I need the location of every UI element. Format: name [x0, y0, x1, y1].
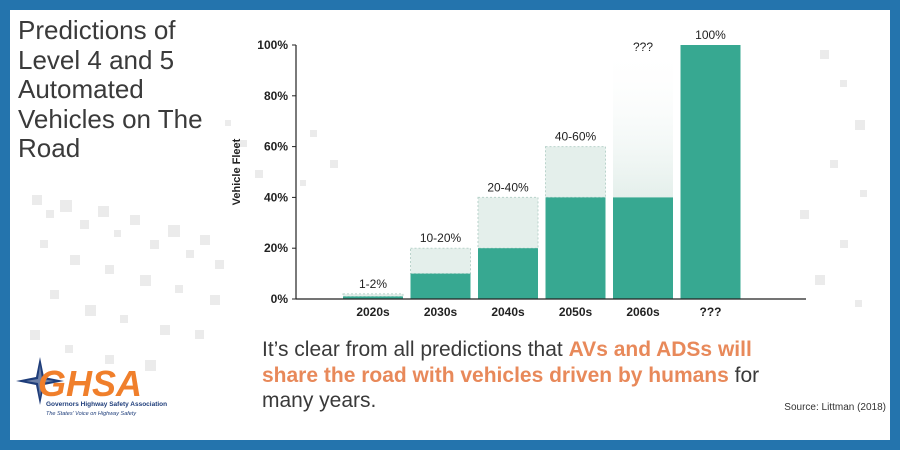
y-tick-label: 60%: [264, 140, 288, 154]
source-note: Source: Littman (2018): [784, 402, 886, 413]
data-label-2050s: 40-60%: [555, 130, 597, 144]
x-tick-label-2050s: 2050s: [559, 305, 593, 319]
logo-text: GHSA: [38, 363, 143, 404]
data-label-2030s: 10-20%: [420, 231, 462, 245]
bar-solid-2030s: [410, 273, 471, 299]
bar-range-2050s: [545, 146, 606, 198]
x-tick-label-???: ???: [700, 305, 722, 319]
data-label-???: 100%: [695, 28, 726, 42]
bar-solid-2060s: [613, 197, 673, 299]
message-part-1: It’s clear from all predictions that: [262, 338, 569, 361]
y-axis-label: Vehicle Fleet: [231, 138, 243, 205]
bar-range-2020s: [342, 293, 404, 297]
data-label-2060s: ???: [633, 40, 653, 54]
bar-range-2040s: [477, 196, 539, 249]
chart-title: Predictions of Level 4 and 5 Automated V…: [18, 15, 203, 163]
logo-tagline: The States' Voice on Highway Safety: [46, 411, 137, 417]
bar-solid-2050s: [545, 197, 606, 299]
bar-range-2030s: [410, 247, 471, 275]
bar-solid-2020s: [343, 296, 403, 299]
y-tick-label: 0%: [271, 292, 289, 306]
message-highlight: AVs and ADSs will share the road with ve…: [262, 338, 752, 387]
bar-solid-???: [680, 45, 741, 299]
message-part-2: for many years.: [262, 363, 760, 413]
y-tick-label: 20%: [264, 241, 288, 255]
logo-org-name: Governors Highway Safety Association: [46, 401, 168, 408]
data-label-2040s: 20-40%: [487, 180, 529, 194]
decorative-pixel-pattern: [30, 50, 867, 371]
x-tick-label-2060s: 2060s: [626, 305, 660, 319]
infographic-card: [10, 10, 890, 440]
bar-range-2060s: [613, 45, 673, 198]
key-message: It’s clear from all predictions that AVs…: [262, 337, 782, 414]
ghsa-logo: [16, 357, 64, 405]
y-tick-label: 40%: [264, 190, 288, 204]
y-tick-label: 80%: [264, 89, 288, 103]
x-tick-label-2040s: 2040s: [491, 305, 525, 319]
x-tick-label-2020s: 2020s: [356, 305, 390, 319]
data-label-2020s: 1-2%: [359, 277, 387, 291]
x-tick-label-2030s: 2030s: [424, 305, 458, 319]
bar-solid-2040s: [478, 248, 538, 299]
y-tick-label: 100%: [257, 38, 288, 52]
